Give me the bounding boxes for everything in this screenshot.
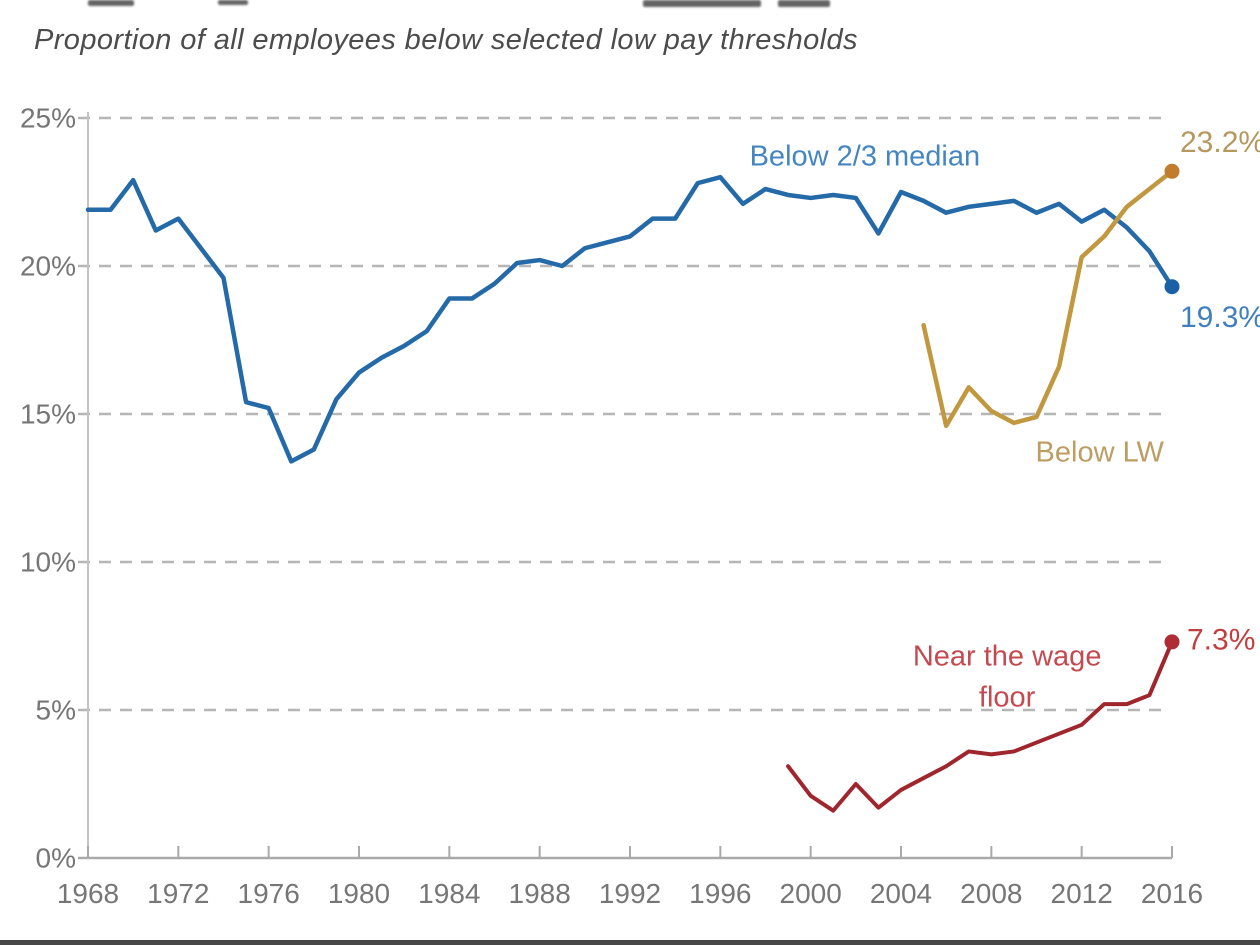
x-tick-label-1988: 1988 — [509, 878, 571, 909]
x-tick-label-1968: 1968 — [57, 878, 119, 909]
x-tick-label-1972: 1972 — [147, 878, 209, 909]
y-tick-label-0: 0% — [36, 843, 76, 874]
chart-title: Proportion of all employees below select… — [34, 24, 858, 56]
y-tick-label-20: 20% — [20, 251, 76, 282]
y-tick-label-5: 5% — [36, 695, 76, 726]
series-end-dot-near-the-wage-floor — [1164, 634, 1180, 650]
screenshot-bottom-edge — [0, 940, 1260, 945]
y-tick-label-10: 10% — [20, 547, 76, 578]
series-end-label-below-lw: 23.2% — [1180, 126, 1260, 159]
cropped-text-artifact — [218, 0, 248, 5]
x-tick-label-1992: 1992 — [599, 878, 661, 909]
cropped-text-artifact — [88, 0, 134, 6]
series-line-below-lw — [921, 169, 1175, 429]
x-tick-label-2016: 2016 — [1141, 878, 1203, 909]
series-line-below-2-3-median — [85, 174, 1175, 464]
series-end-label-below-2-3-median: 19.3% — [1180, 301, 1260, 334]
y-tick-label-25: 25% — [20, 103, 76, 134]
x-tick-label-1976: 1976 — [238, 878, 300, 909]
x-tick-label-1980: 1980 — [328, 878, 390, 909]
x-tick-label-2000: 2000 — [780, 878, 842, 909]
series-name-label-near-the-wage-floor-line2: floor — [979, 682, 1036, 714]
x-tick-label-1996: 1996 — [689, 878, 751, 909]
y-tick-label-15: 15% — [20, 399, 76, 430]
cropped-text-artifact — [643, 0, 761, 7]
series-name-label-below-lw: Below LW — [1036, 436, 1165, 468]
series-name-label-below-2-3-median: Below 2/3 median — [750, 140, 981, 172]
x-tick-label-2012: 2012 — [1051, 878, 1113, 909]
series-end-dot-below-2-3-median — [1164, 279, 1180, 295]
x-tick-label-1984: 1984 — [418, 878, 480, 909]
cropped-text-artifact — [778, 0, 830, 7]
series-name-label-near-the-wage-floor: Near the wage — [913, 641, 1102, 673]
series-end-label-near-the-wage-floor: 7.3% — [1187, 623, 1255, 656]
x-tick-label-2004: 2004 — [870, 878, 932, 909]
x-tick-label-2008: 2008 — [960, 878, 1022, 909]
series-end-dot-below-lw — [1164, 163, 1180, 179]
series-line-near-the-wage-floor — [786, 639, 1174, 813]
